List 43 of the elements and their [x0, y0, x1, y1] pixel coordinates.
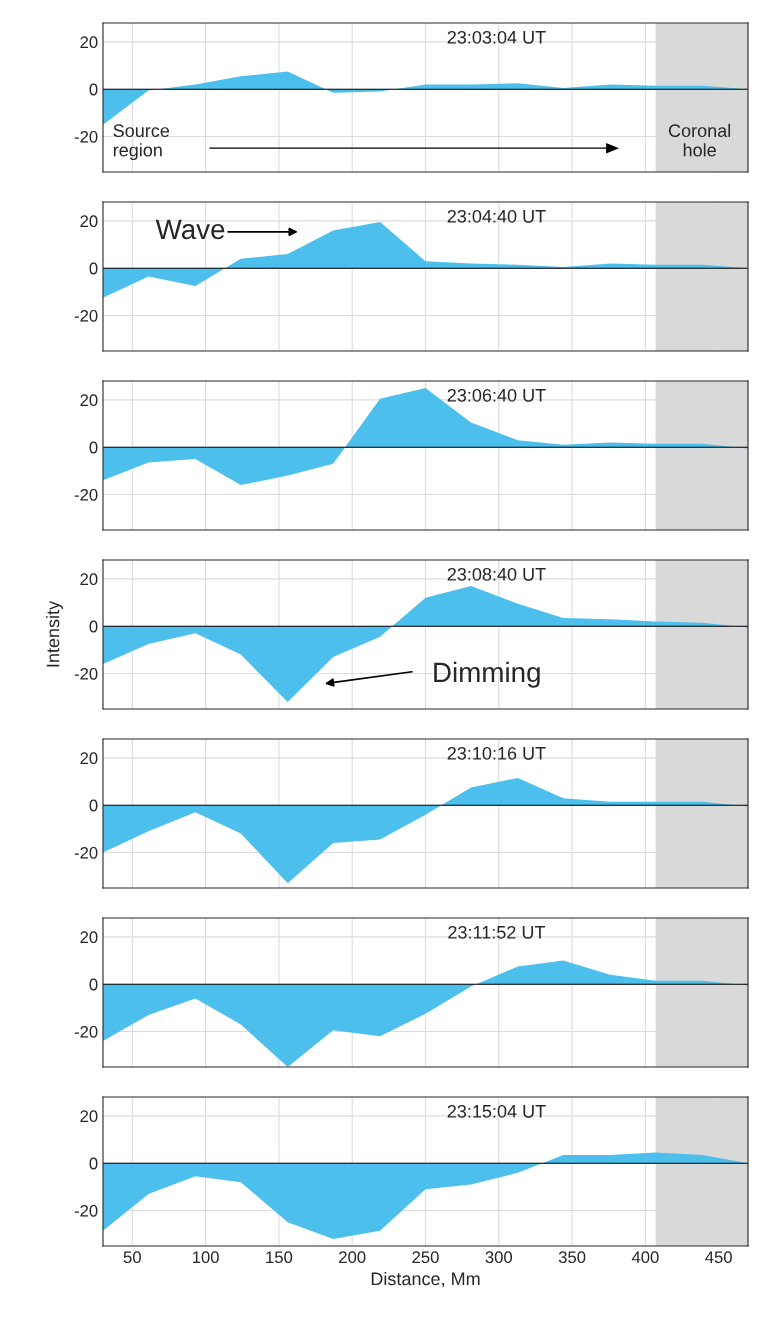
y-tick-label: 20 — [80, 36, 98, 49]
y-tick-label: 20 — [80, 215, 98, 228]
x-tick-label: 450 — [705, 1251, 732, 1264]
chart-title: 23:08:40 UT — [447, 567, 546, 581]
x-tick-label: 300 — [485, 1251, 513, 1264]
y-tick-label: 0 — [89, 1157, 98, 1170]
y-tick-label: 20 — [80, 394, 98, 407]
y-tick-label: 20 — [80, 573, 98, 586]
y-tick-label: -20 — [74, 1204, 98, 1217]
chart-title: 23:04:40 UT — [447, 209, 546, 223]
y-tick-label: -20 — [74, 309, 98, 322]
y-tick-label: -20 — [74, 667, 98, 680]
annotation: Wave — [155, 219, 225, 240]
y-tick-label: 20 — [80, 931, 98, 944]
x-tick-label: 150 — [266, 1251, 293, 1264]
x-tick-label: 200 — [339, 1251, 366, 1264]
chart-title: 23:11:52 UT — [448, 925, 546, 939]
y-tick-label: 0 — [89, 620, 98, 633]
y-tick-label: 20 — [80, 1110, 98, 1123]
chart-title: 23:06:40 UT — [447, 388, 546, 402]
y-tick-label: 20 — [80, 752, 98, 765]
y-tick-label: 0 — [89, 978, 98, 991]
y-tick-label: -20 — [74, 130, 98, 143]
y-axis-title: Intensity — [46, 600, 63, 667]
annotation: Coronal hole — [668, 123, 731, 157]
x-tick-label: 100 — [192, 1251, 219, 1264]
y-tick-label: -20 — [74, 1025, 98, 1038]
y-tick-label: 0 — [89, 441, 98, 454]
y-tick-label: -20 — [74, 488, 98, 501]
x-tick-label: 400 — [631, 1251, 659, 1264]
x-tick-label: 250 — [412, 1251, 439, 1264]
x-tick-label: 50 — [123, 1251, 141, 1264]
annotation: Source region — [113, 124, 170, 161]
y-tick-label: 0 — [89, 83, 98, 96]
x-tick-label: 350 — [558, 1251, 586, 1264]
y-tick-label: 0 — [89, 262, 98, 275]
y-tick-label: -20 — [74, 846, 98, 859]
chart-title: 23:10:16 UT — [447, 746, 546, 760]
chart-title: 23:03:04 UT — [447, 30, 546, 44]
chart-title: 23:15:04 UT — [447, 1104, 546, 1118]
x-axis-title: Distance, Mm — [371, 1271, 480, 1288]
annotation: Dimming — [434, 661, 540, 688]
y-tick-label: 0 — [89, 799, 98, 812]
